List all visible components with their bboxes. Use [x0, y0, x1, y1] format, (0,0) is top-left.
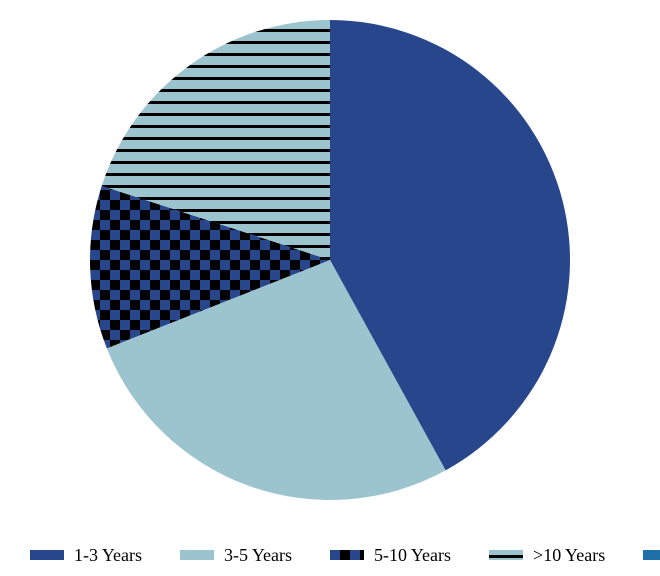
legend-label: 1-3 Years: [74, 545, 142, 566]
legend-item: 5-10 Years: [330, 545, 451, 566]
pie-svg: [0, 0, 660, 520]
legend-item: Other: [643, 545, 660, 566]
legend-item: 3-5 Years: [180, 545, 292, 566]
legend-swatch: [489, 550, 523, 560]
pie-chart-container: 1-3 Years 3-5 Years 5-10 Years >10 Years Oth…: [0, 0, 660, 576]
legend-item: >10 Years: [489, 545, 605, 566]
legend-swatch: [330, 550, 364, 560]
legend-label: >10 Years: [533, 545, 605, 566]
legend-swatch: [180, 550, 214, 560]
legend-swatch: [30, 550, 64, 560]
legend-label: 5-10 Years: [374, 545, 451, 566]
legend-label: 3-5 Years: [224, 545, 292, 566]
legend: 1-3 Years 3-5 Years 5-10 Years >10 Years Oth…: [0, 540, 660, 570]
legend-item: 1-3 Years: [30, 545, 142, 566]
legend-swatch: [643, 550, 660, 560]
pie-chart: [0, 0, 660, 520]
